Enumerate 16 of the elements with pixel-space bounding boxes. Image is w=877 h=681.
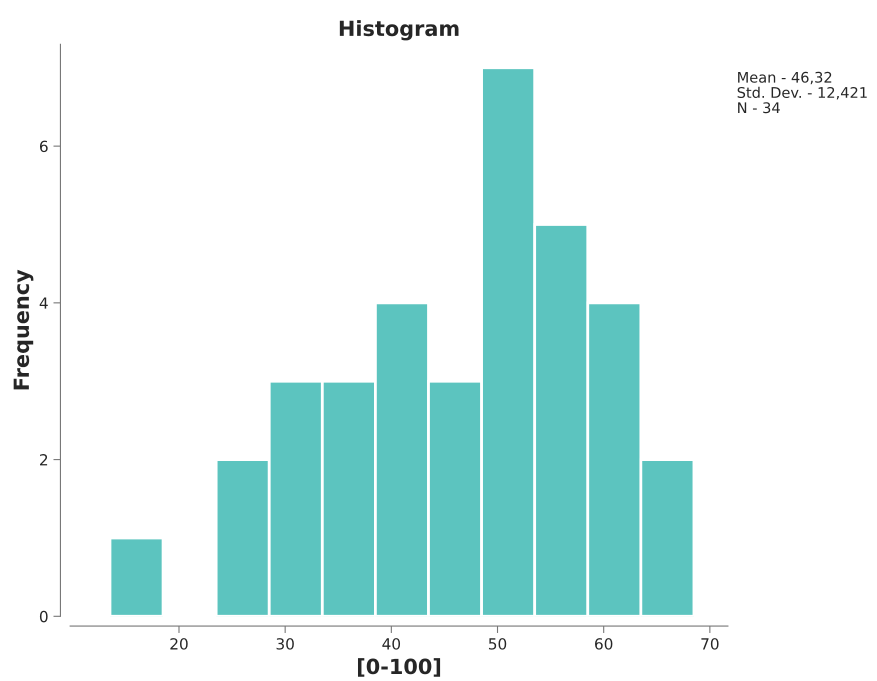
x-tick-label: 70 <box>701 638 719 650</box>
chart-title: Histogram <box>340 20 458 40</box>
text: Std. Dev. - 12,421 <box>738 86 867 100</box>
text: N - 34 <box>738 102 780 114</box>
x-tick-label: 60 <box>595 638 612 650</box>
y-tick-label: 6 <box>40 140 48 152</box>
text: Mean - 46,32 <box>738 72 832 84</box>
x-tick-label: 30 <box>276 638 294 650</box>
y-tick-label: 2 <box>40 454 48 466</box>
x-axis-title: [0-100] <box>358 658 440 677</box>
x-tick-label: 50 <box>488 638 506 650</box>
y-axis-title: Frequency <box>14 270 34 390</box>
y-tick-label: 0 <box>40 610 48 622</box>
y-tick-label: 4 <box>40 298 48 309</box>
x-tick-label: 20 <box>170 638 188 650</box>
x-tick-label: 40 <box>382 638 400 650</box>
